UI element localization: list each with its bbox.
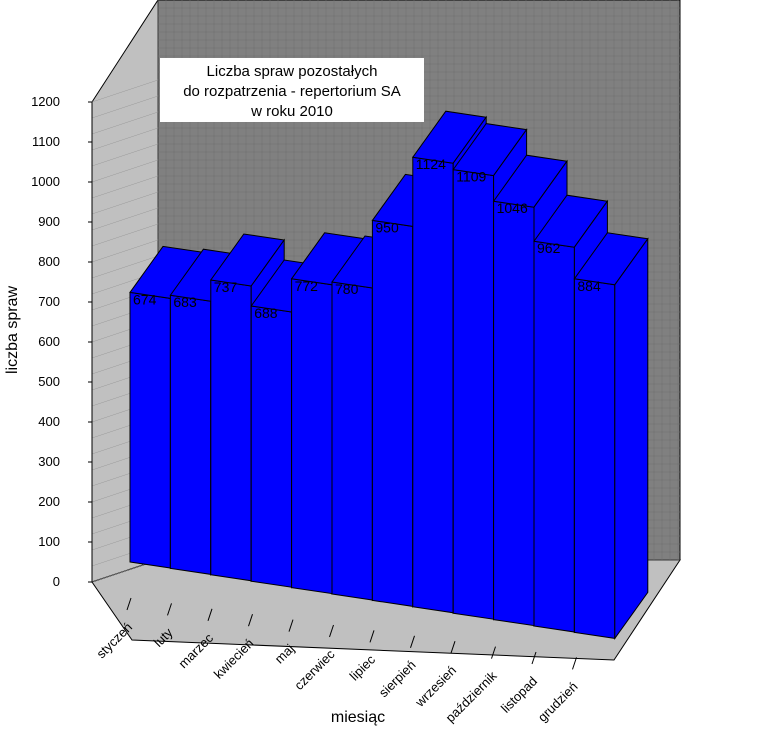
grid-line	[91, 175, 159, 199]
data-label: 737	[214, 279, 238, 295]
bar-front	[493, 200, 535, 627]
x-tick	[248, 614, 253, 627]
grid-line	[91, 239, 159, 263]
data-label: 780	[335, 281, 359, 297]
x-tick	[126, 597, 132, 611]
y-axis: 0 100 200 300 400 500 600 700 800 900 1000 1100 1200	[31, 94, 93, 589]
y-tick-label: 1000	[31, 174, 60, 189]
x-tick	[207, 608, 213, 621]
title-box	[160, 58, 424, 122]
bar-side	[614, 237, 649, 640]
data-label: 674	[133, 291, 157, 307]
bar-front	[452, 169, 495, 620]
bar-front	[169, 294, 212, 575]
x-tick-label: grudzień	[535, 679, 581, 725]
bar-front	[250, 305, 293, 588]
data-label: 683	[173, 294, 197, 310]
title-line-2: do rozpatrzenia - repertorium SA	[183, 83, 401, 100]
bar-front	[412, 156, 454, 614]
data-labels: 674 683 737 688 772 780 950 1124 1109 1046 962 884	[133, 156, 601, 321]
bar-front	[371, 219, 414, 607]
grid-line	[91, 127, 159, 151]
bar-front	[533, 240, 575, 633]
y-tick-label: 600	[38, 334, 60, 349]
grid-line	[91, 191, 159, 215]
x-tick-label: listopad	[498, 674, 540, 716]
chart-title: Liczba spraw pozostałych do rozpatrzenia…	[160, 58, 424, 122]
x-tick-label: styczeń	[93, 620, 135, 662]
grid-line	[91, 207, 159, 231]
x-tick	[288, 619, 294, 632]
y-tick-label: 500	[38, 374, 60, 389]
y-tick-label: 0	[53, 574, 60, 589]
data-label: 962	[537, 240, 561, 256]
y-tick-label: 300	[38, 454, 60, 469]
grid-line	[91, 79, 159, 103]
grid-line	[91, 95, 159, 119]
title-line-3: w roku 2010	[250, 103, 333, 120]
data-label: 1109	[456, 169, 486, 185]
grid-line	[91, 143, 159, 167]
x-tick	[329, 624, 334, 638]
data-label: 688	[254, 305, 278, 321]
grid-line	[91, 111, 159, 135]
data-label: 772	[295, 278, 319, 294]
data-label: 1124	[416, 156, 446, 172]
data-label: 1046	[497, 200, 528, 216]
bar-front	[331, 281, 373, 601]
y-tick-label: 800	[38, 254, 60, 269]
grid-line	[91, 159, 159, 183]
y-tick-label: 700	[38, 294, 60, 309]
bars	[129, 110, 649, 640]
bar	[573, 232, 649, 640]
x-tick-label: czerwiec	[291, 646, 338, 693]
x-tick	[531, 651, 537, 665]
grid-line	[91, 223, 159, 247]
y-axis-title: liczba spraw	[4, 286, 21, 374]
y-tick-label: 1200	[31, 94, 60, 109]
bar-front	[129, 291, 171, 569]
data-label: 950	[375, 219, 399, 235]
x-tick	[572, 657, 577, 670]
y-tick-label: 200	[38, 494, 60, 509]
x-tick-label: sierpień	[376, 657, 419, 700]
y-tick-label: 400	[38, 414, 60, 429]
x-tick	[410, 635, 415, 648]
x-tick-label: lipiec	[347, 652, 379, 684]
bar-front	[573, 278, 616, 639]
y-tick-label: 100	[38, 534, 60, 549]
x-tick	[491, 646, 496, 659]
x-tick	[167, 603, 172, 616]
grid-line	[91, 255, 159, 279]
x-tick-label: wrzesień	[412, 663, 460, 711]
data-label: 884	[577, 278, 601, 294]
x-tick	[450, 641, 456, 654]
x-axis-title: miesiąc	[331, 709, 385, 726]
y-tick-label: 1100	[32, 134, 60, 149]
x-tick	[369, 630, 375, 643]
bar-front	[291, 278, 333, 595]
title-line-1: Liczba spraw pozostałych	[207, 63, 378, 80]
bar-front	[210, 279, 252, 582]
y-tick-label: 900	[38, 214, 60, 229]
